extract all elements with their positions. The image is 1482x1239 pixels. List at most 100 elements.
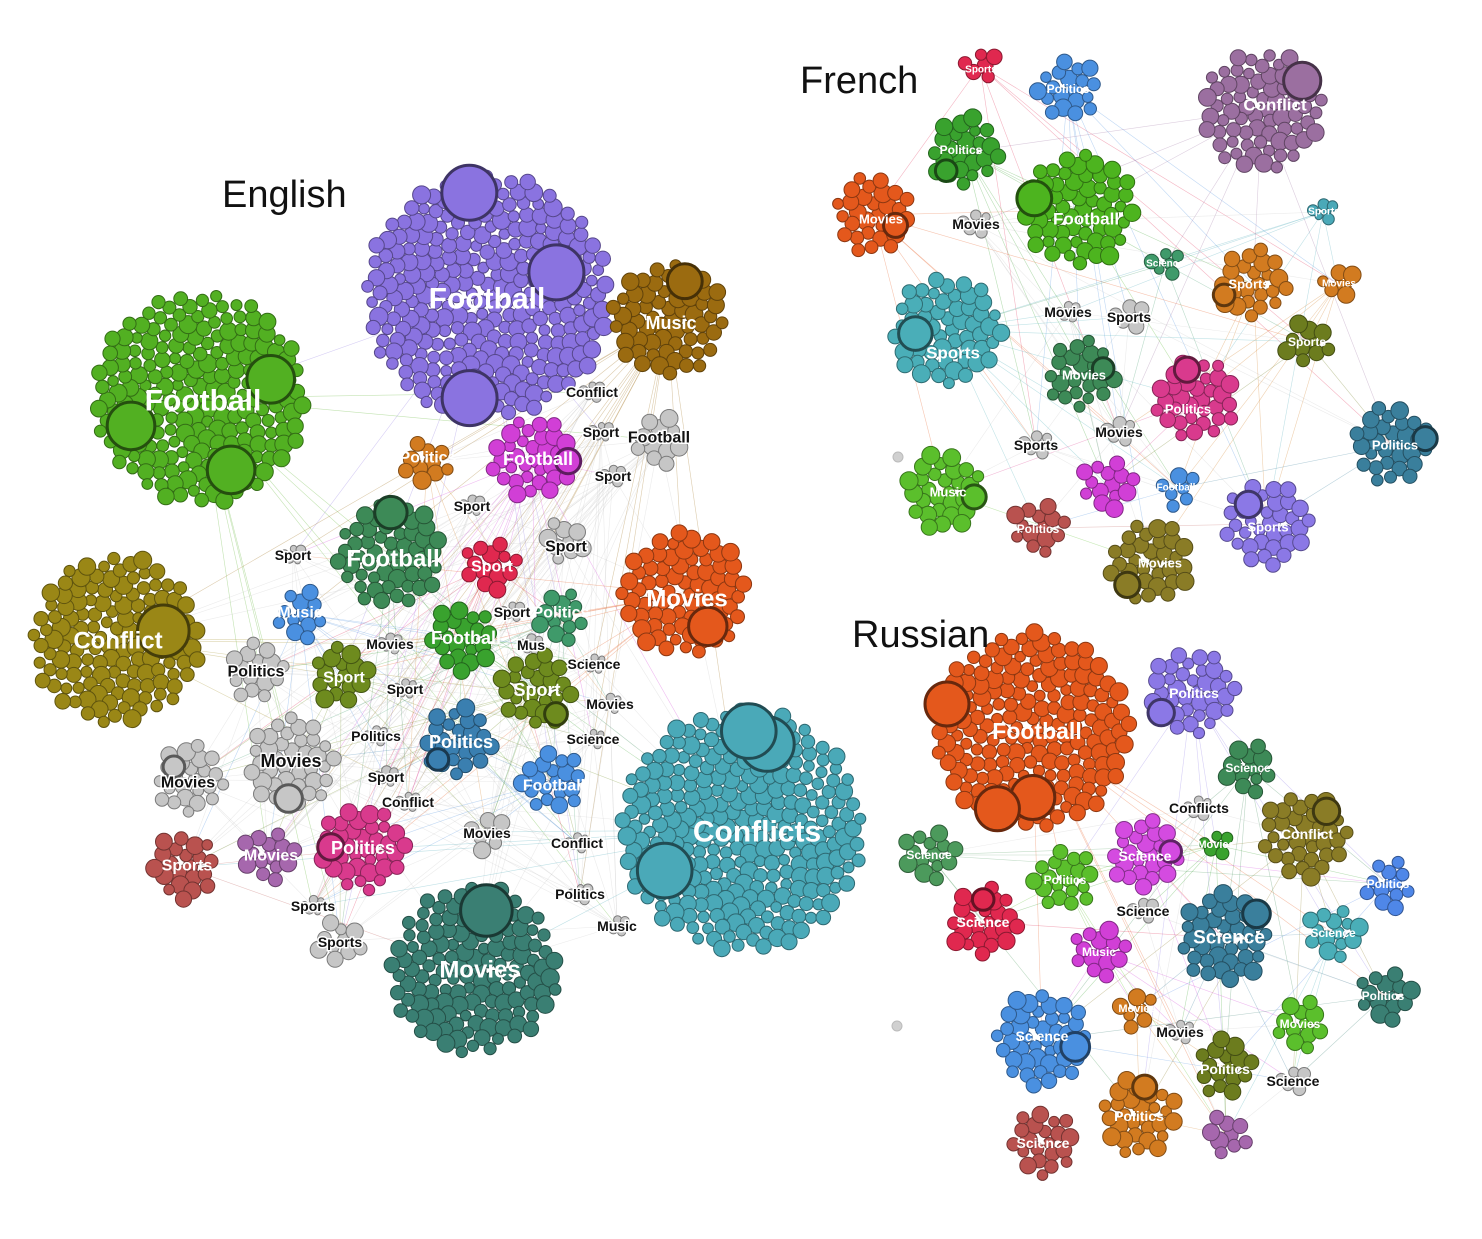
french-node — [1267, 254, 1283, 270]
english-cluster-label: Football — [431, 628, 501, 648]
french-node — [1166, 499, 1180, 513]
english-node — [156, 439, 170, 453]
russian-node — [976, 771, 989, 785]
english-node — [625, 773, 638, 786]
english-node — [80, 706, 96, 721]
english-node — [439, 653, 455, 670]
english-node — [811, 777, 825, 791]
russian-node — [1109, 682, 1129, 702]
english-node — [596, 275, 615, 294]
english-node — [406, 941, 419, 953]
english-node — [271, 718, 285, 733]
russian-node — [1261, 817, 1277, 833]
english-node — [383, 956, 401, 974]
french-node — [1186, 423, 1203, 441]
russian-node — [1056, 768, 1071, 783]
english-edge — [511, 439, 660, 613]
english-node — [573, 539, 592, 558]
english-node — [573, 227, 589, 243]
english-node — [500, 701, 517, 718]
french-hub-node — [1015, 179, 1054, 218]
french-node — [1356, 457, 1371, 472]
english-node — [428, 923, 445, 940]
english-node — [41, 583, 60, 602]
english-node — [791, 908, 807, 924]
french-node — [1243, 67, 1255, 80]
english-node — [300, 630, 315, 646]
english-node — [176, 446, 189, 459]
english-node — [802, 746, 817, 762]
french-node — [1039, 498, 1057, 515]
english-node — [622, 787, 639, 804]
russian-node — [974, 946, 991, 962]
english-node — [609, 320, 623, 333]
english-cluster-label: Politics — [351, 728, 401, 744]
russian-cluster-label: Science — [957, 914, 1010, 930]
english-node — [561, 376, 576, 392]
english-node — [272, 449, 291, 468]
english-node — [147, 369, 163, 385]
english-node — [778, 854, 790, 866]
english-node — [454, 332, 469, 347]
french-edge — [872, 214, 1309, 343]
english-cluster — [615, 524, 753, 659]
french-edge — [1128, 316, 1393, 446]
english-node — [851, 853, 866, 868]
english-node — [60, 682, 73, 695]
russian-node — [955, 790, 974, 810]
english-node — [315, 689, 335, 709]
russian-node — [994, 632, 1009, 647]
english-cluster — [329, 494, 447, 609]
english-node — [389, 859, 405, 875]
russian-node — [1220, 703, 1234, 717]
english-node — [485, 461, 501, 477]
isolated-node — [892, 451, 904, 463]
english-cluster-label: Sports — [291, 898, 336, 914]
russian-node — [1066, 851, 1082, 867]
english-edge — [290, 761, 578, 844]
french-node — [1033, 164, 1048, 179]
english-node — [529, 715, 542, 729]
french-cluster-label: Sports — [1308, 207, 1340, 218]
russian-node — [1102, 1127, 1122, 1147]
french-edge — [974, 223, 1393, 446]
russian-node — [1387, 966, 1404, 983]
english-hub-node — [440, 369, 499, 428]
russian-edge — [1041, 835, 1305, 1041]
english-node — [339, 528, 352, 540]
english-node — [354, 875, 367, 888]
french-node — [1174, 538, 1194, 557]
russian-node — [1063, 895, 1079, 911]
english-node — [215, 300, 229, 314]
english-node — [429, 912, 443, 927]
english-cluster-label: Sports — [318, 934, 363, 950]
english-node — [615, 586, 629, 601]
english-node — [283, 340, 300, 357]
english-node — [107, 375, 119, 387]
english-node — [713, 939, 731, 958]
english-node — [672, 763, 686, 777]
russian-node — [973, 665, 990, 682]
french-cluster-label: Sports — [1014, 437, 1059, 453]
english-cluster-label: Movies — [244, 848, 298, 865]
russian-node — [1007, 990, 1027, 1010]
english-hub-node — [273, 783, 304, 814]
french-node — [1292, 533, 1310, 552]
french-node — [883, 239, 899, 254]
russian-node — [1202, 1084, 1216, 1098]
english-node — [547, 517, 561, 530]
russian-node — [1202, 1123, 1220, 1142]
french-node — [1238, 125, 1254, 140]
english-node — [174, 831, 189, 846]
russian-node — [963, 664, 975, 676]
english-node — [339, 691, 358, 709]
english-node — [367, 571, 381, 584]
english-node — [368, 255, 382, 269]
french-node — [851, 243, 866, 258]
english-node — [460, 224, 476, 241]
english-edge — [407, 565, 491, 803]
french-node — [1096, 386, 1111, 401]
english-node — [679, 641, 693, 654]
french-node — [1058, 151, 1076, 169]
english-node — [620, 605, 638, 623]
